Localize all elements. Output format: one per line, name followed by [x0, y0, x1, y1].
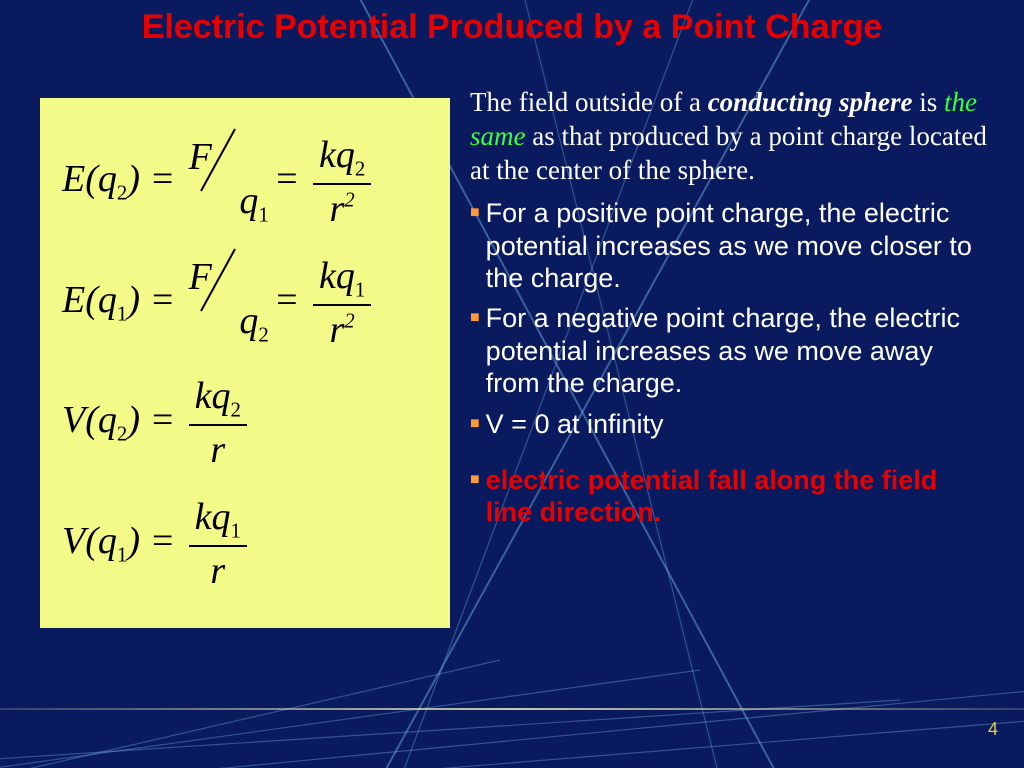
bullet-icon: ■ — [470, 464, 480, 529]
text-column: The field outside of a conducting sphere… — [470, 86, 990, 537]
equation-e-q1: E(q1) = F q2 = kq1 r2 — [62, 254, 428, 352]
slide-title: Electric Potential Produced by a Point C… — [0, 8, 1024, 47]
bullet-item-emphasis: ■ electric potential fall along the fiel… — [470, 464, 990, 529]
bullet-icon: ■ — [470, 197, 480, 294]
bullet-text: For a negative point charge, the electri… — [486, 302, 990, 399]
equation-e-q2: E(q2) = F q1 = kq2 r2 — [62, 133, 428, 231]
formula-panel: E(q2) = F q1 = kq2 r2 E(q1) = F q2 = kq1… — [40, 98, 450, 628]
equation-v-q1: V(q1) = kq1 r — [62, 495, 428, 593]
bullet-item: ■ V = 0 at infinity — [470, 408, 990, 440]
bullet-icon: ■ — [470, 408, 480, 440]
divider-line — [0, 708, 1024, 710]
bullet-item: ■ For a positive point charge, the elect… — [470, 197, 990, 294]
bullet-list: ■ For a positive point charge, the elect… — [470, 197, 990, 529]
bullet-text: V = 0 at infinity — [486, 408, 664, 440]
bullet-icon: ■ — [470, 302, 480, 399]
bullet-text: electric potential fall along the field … — [486, 464, 990, 529]
equation-v-q2: V(q2) = kq2 r — [62, 374, 428, 472]
intro-paragraph: The field outside of a conducting sphere… — [470, 86, 990, 187]
bullet-text: For a positive point charge, the electri… — [486, 197, 990, 294]
bullet-item: ■ For a negative point charge, the elect… — [470, 302, 990, 399]
page-number: 4 — [988, 719, 998, 740]
